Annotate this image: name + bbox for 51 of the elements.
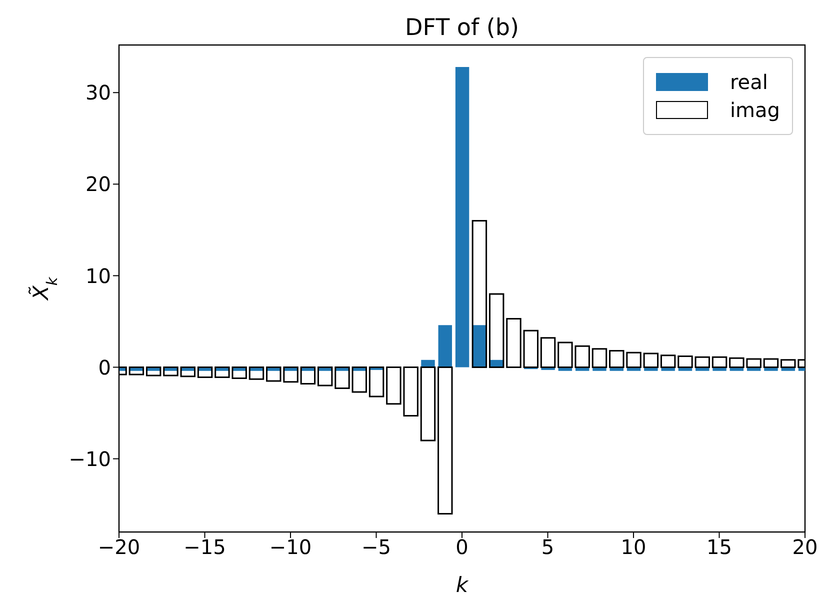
bar — [592, 348, 608, 368]
x-tick-label: 15 — [706, 535, 732, 560]
bar — [540, 337, 556, 368]
bar — [660, 354, 676, 368]
bar — [455, 66, 470, 368]
y-tick-label: 30 — [86, 80, 111, 105]
legend-label: imag — [730, 98, 780, 122]
bar — [283, 366, 298, 383]
bar — [300, 366, 316, 384]
y-tick-label: −10 — [68, 446, 111, 471]
chart-title: DFT of (b) — [405, 15, 519, 41]
bar — [523, 330, 538, 368]
bar — [420, 366, 436, 442]
bar — [643, 352, 659, 368]
bar — [334, 366, 350, 390]
x-tick-label: −10 — [269, 535, 312, 560]
bar — [180, 366, 196, 378]
bar — [163, 366, 178, 376]
bar — [128, 366, 144, 376]
bar — [248, 366, 264, 380]
bar — [472, 220, 488, 368]
bar — [488, 293, 504, 368]
bar — [780, 359, 796, 368]
x-axis-title: k — [456, 573, 469, 597]
bar — [352, 366, 367, 393]
y-tick-label: 0 — [98, 355, 111, 380]
bar — [712, 356, 728, 368]
x-tick-label: 0 — [456, 535, 468, 560]
bar — [694, 356, 710, 368]
x-tick-label: 20 — [792, 535, 818, 560]
x-tick-label: −20 — [98, 535, 140, 560]
bar — [678, 355, 693, 368]
bar — [506, 318, 522, 368]
bar — [317, 366, 333, 386]
bar — [438, 325, 452, 368]
bar — [266, 366, 282, 382]
legend-label: real — [730, 70, 768, 94]
y-tick-label: 20 — [86, 172, 111, 196]
bar — [763, 358, 779, 368]
bar — [146, 366, 162, 376]
bar — [421, 360, 435, 368]
bar — [368, 366, 384, 398]
x-tick-label: −5 — [362, 535, 391, 560]
x-tick-label: −15 — [184, 535, 226, 560]
bar — [438, 366, 453, 514]
x-tick-label: 5 — [541, 535, 554, 560]
bar — [609, 350, 624, 368]
bar — [197, 366, 213, 378]
bar — [626, 352, 642, 368]
x-tick-label: 10 — [620, 535, 646, 560]
y-tick-label: 10 — [86, 264, 111, 288]
